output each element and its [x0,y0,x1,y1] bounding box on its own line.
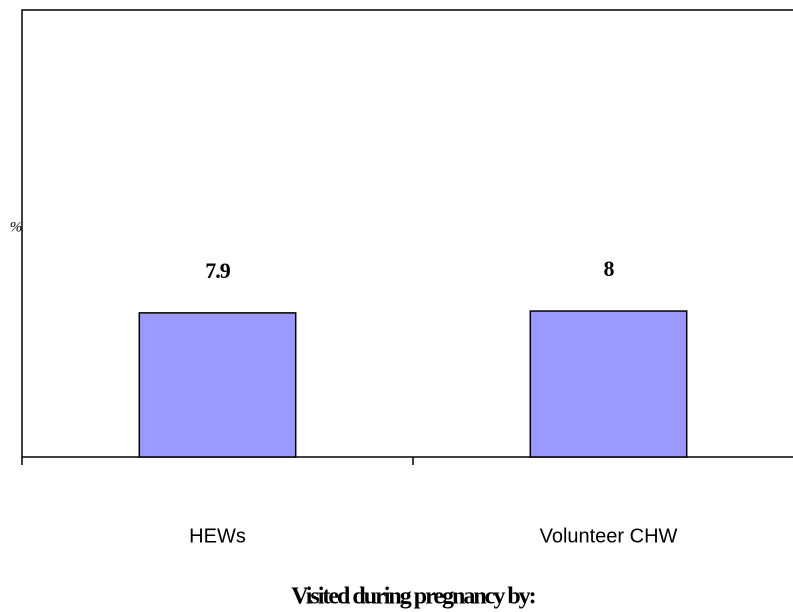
x-tick-label: HEWs [189,525,246,547]
x-axis-title: Visited during pregnancy by: [291,584,534,610]
value-label: 7.9 [205,258,231,283]
value-label: 8 [604,256,615,281]
bar [529,310,688,458]
y-axis-title: % [10,219,23,235]
x-tick-label: Volunteer CHW [540,525,678,547]
bar [138,312,297,458]
